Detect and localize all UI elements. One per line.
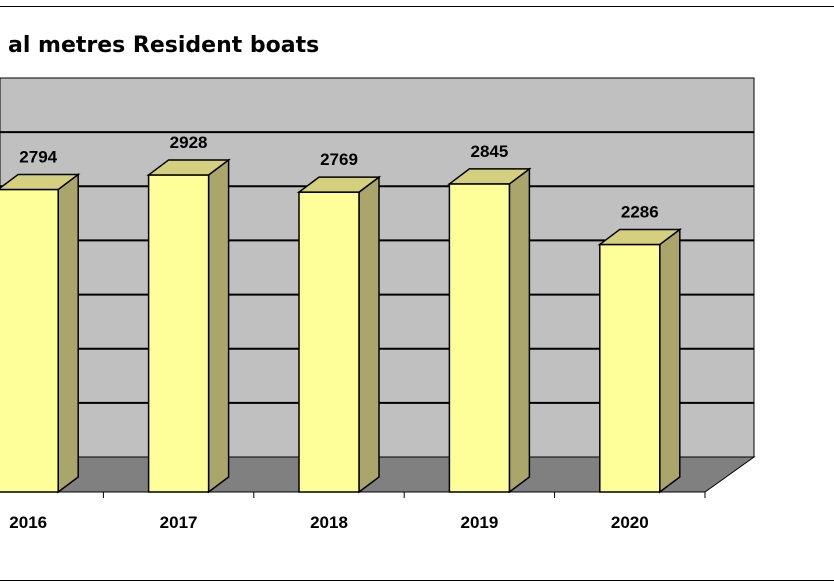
bar-top-face bbox=[146, 159, 231, 176]
chart-title: al metres Resident boats bbox=[8, 33, 320, 58]
bar-top-face bbox=[296, 176, 382, 193]
bar-side-face bbox=[358, 175, 380, 494]
bar-top-face bbox=[447, 168, 532, 185]
bar-top-face bbox=[0, 173, 81, 191]
x-tick-label: 2018 bbox=[310, 513, 348, 532]
bottom-border-line bbox=[0, 580, 834, 581]
bar-front-face bbox=[298, 191, 360, 493]
bar-side-face bbox=[207, 158, 230, 494]
bar-front-face bbox=[599, 243, 661, 493]
data-label: 2845 bbox=[470, 142, 508, 161]
bar-front-face bbox=[147, 174, 210, 493]
x-tick-label: 2017 bbox=[160, 513, 198, 532]
bar-side-face bbox=[57, 172, 79, 494]
x-tick-label: 2016 bbox=[9, 513, 47, 532]
bar-2017 bbox=[146, 158, 231, 494]
bars bbox=[0, 158, 683, 494]
top-border-line bbox=[0, 6, 834, 7]
bar-side-face bbox=[508, 167, 531, 494]
x-tick-label: 2019 bbox=[460, 513, 498, 532]
bar-top-face bbox=[597, 228, 683, 246]
data-label: 2286 bbox=[621, 202, 659, 221]
bar-side-face bbox=[659, 227, 681, 494]
bar-front-face bbox=[0, 188, 59, 493]
data-labels: 2794 2928 2769 2845 2286 bbox=[19, 133, 658, 222]
bar-2019 bbox=[447, 167, 532, 494]
data-label: 2794 bbox=[19, 147, 57, 166]
x-tick-label: 2020 bbox=[611, 513, 649, 532]
data-label: 2928 bbox=[170, 133, 208, 152]
data-label: 2769 bbox=[320, 150, 358, 169]
x-tick-labels: 2016 2017 2018 2019 2020 bbox=[9, 513, 648, 532]
bar-2020 bbox=[597, 227, 683, 494]
bar-front-face bbox=[448, 183, 511, 493]
bar-2018 bbox=[296, 175, 382, 494]
bar-2016 bbox=[0, 172, 81, 494]
x-axis bbox=[0, 491, 706, 498]
